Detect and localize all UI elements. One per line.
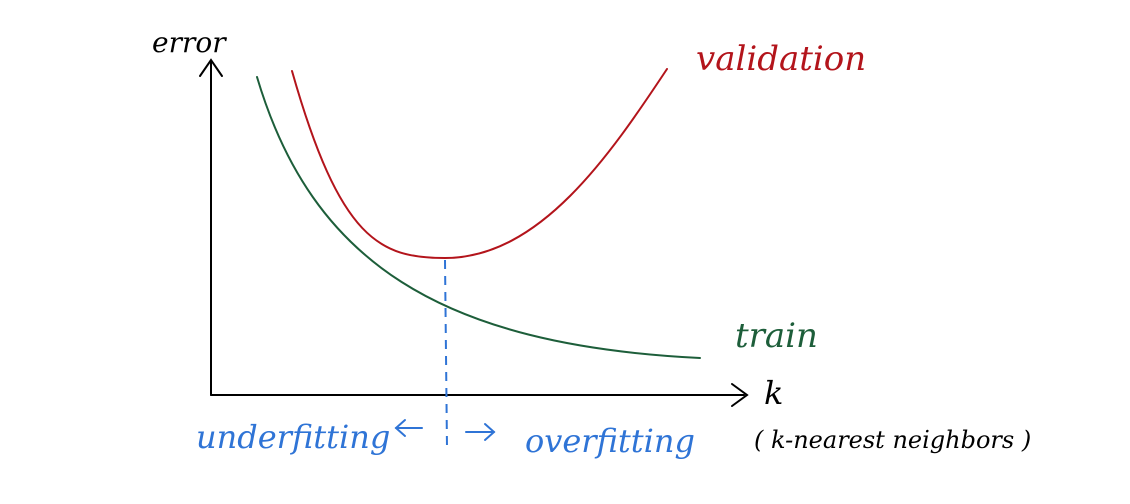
- x-axis-arrowhead: [731, 383, 749, 407]
- overfitting-label: overfitting: [525, 422, 695, 460]
- train-label: train: [735, 316, 818, 356]
- axes: [199, 58, 749, 407]
- y-axis-label: error: [152, 26, 227, 59]
- validation-label: validation: [696, 39, 866, 79]
- direction-arrows: [394, 419, 496, 441]
- train-curve: [256, 76, 701, 359]
- right-arrow-head: [484, 423, 496, 441]
- x-axis-label: k: [764, 374, 783, 412]
- x-axis-note: ( k-nearest neighbors ): [754, 426, 1031, 454]
- validation-curve: [291, 68, 668, 260]
- left-arrow-head: [394, 419, 406, 437]
- underfitting-label: underfitting: [196, 418, 390, 456]
- optimum-dashed-line: [444, 259, 448, 449]
- y-axis-arrowhead: [199, 58, 223, 77]
